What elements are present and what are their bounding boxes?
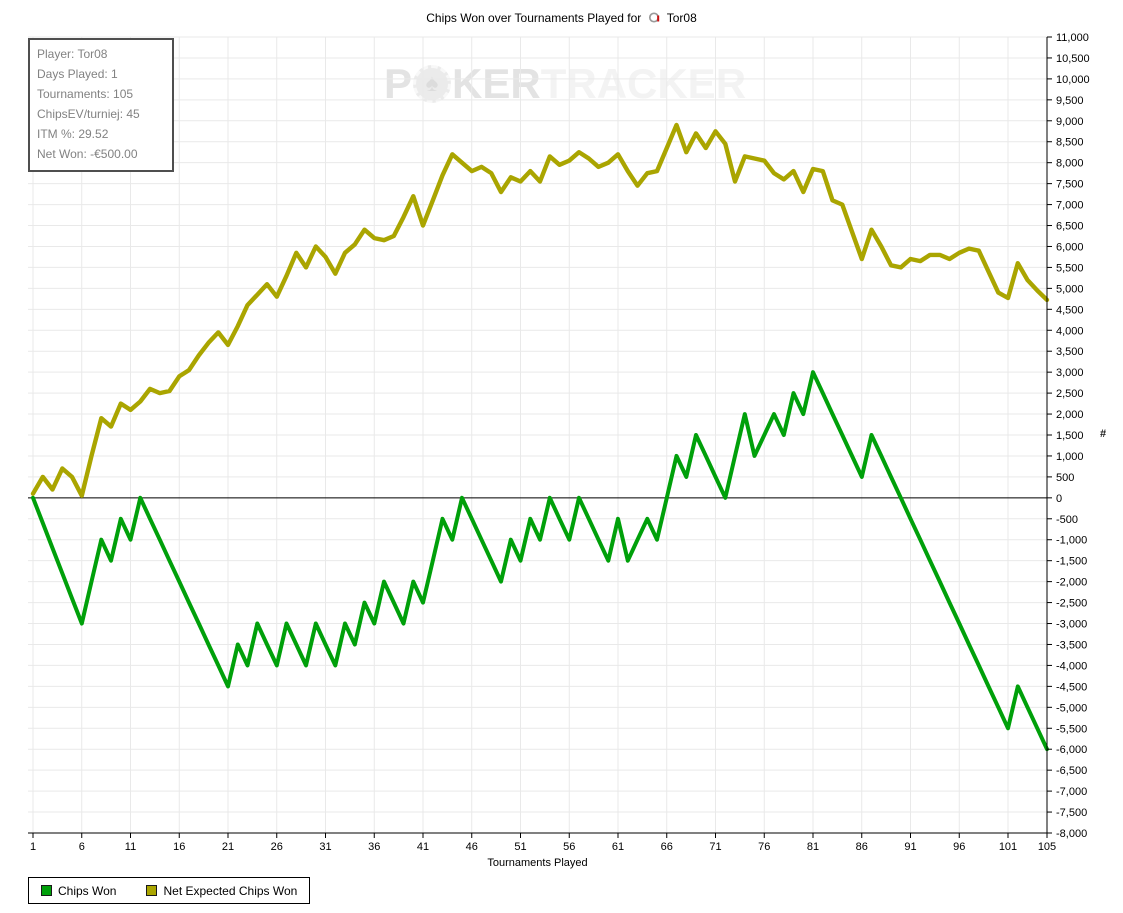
x-tick-label: 16 xyxy=(173,841,185,853)
x-axis-title: Tournaments Played xyxy=(487,857,588,869)
watermark-text-ker: KER xyxy=(452,60,541,107)
x-tick-label: 56 xyxy=(563,841,575,853)
y-tick-label: 2,500 xyxy=(1056,388,1084,400)
player-icon xyxy=(648,11,661,27)
axes: -8,000 -7,500 -7,000 -6,500 -6,000 -5,500 -5,0… xyxy=(28,32,1090,853)
y-tick-label: -5,000 xyxy=(1056,702,1087,714)
y-tick-label: 0 xyxy=(1056,493,1062,505)
x-tick-label: 1 xyxy=(30,841,36,853)
y-tick-label: 10,000 xyxy=(1056,74,1090,86)
x-tick-label: 91 xyxy=(904,841,916,853)
y-tick-label: -8,000 xyxy=(1056,828,1087,840)
y-tick-label: 3,500 xyxy=(1056,346,1084,358)
x-tick-label: 81 xyxy=(807,841,819,853)
y-tick-label: 1,500 xyxy=(1056,430,1084,442)
x-tick-label: 31 xyxy=(319,841,331,853)
y-tick-label: -4,000 xyxy=(1056,660,1087,672)
x-tick-label: 105 xyxy=(1038,841,1056,853)
series-line-chips-won xyxy=(31,370,1049,752)
y-tick-label: 9,500 xyxy=(1056,95,1084,107)
y-tick-label: 3,000 xyxy=(1056,367,1084,379)
x-tick-label: 36 xyxy=(368,841,380,853)
y-tick-label: 6,000 xyxy=(1056,241,1084,253)
x-tick-label: 26 xyxy=(271,841,283,853)
x-tick-label: 41 xyxy=(417,841,429,853)
y-tick-label: 1,000 xyxy=(1056,451,1084,463)
y-tick-label: -3,000 xyxy=(1056,619,1087,631)
y-tick-label: 7,000 xyxy=(1056,200,1084,212)
poker-chip-icon: ♠ xyxy=(413,65,452,103)
watermark-text-tracker: TRACKER xyxy=(540,60,747,107)
y-tick-label: -5,500 xyxy=(1056,723,1087,735)
y-tick-label: 5,000 xyxy=(1056,283,1084,295)
legend-item-net-expected: Net Expected Chips Won xyxy=(146,884,297,898)
x-tick-label: 51 xyxy=(514,841,526,853)
y-tick-label: 5,500 xyxy=(1056,262,1084,274)
stat-chips-ev: ChipsEV/turniej: 45 xyxy=(37,107,140,121)
x-tick-label: 86 xyxy=(856,841,868,853)
x-tick-label: 66 xyxy=(661,841,673,853)
y-tick-label: 8,500 xyxy=(1056,137,1084,149)
stat-net-won: Net Won: -€500.00 xyxy=(37,147,138,161)
x-tick-label: 6 xyxy=(79,841,85,853)
y-tick-label: -7,500 xyxy=(1056,807,1087,819)
y-tick-label: 7,500 xyxy=(1056,179,1084,191)
spade-icon: ♠ xyxy=(425,70,439,97)
y-tick-label: 6,500 xyxy=(1056,221,1084,233)
grid-lines xyxy=(28,36,1047,833)
chart-title: Chips Won over Tournaments Played for To… xyxy=(0,11,1123,27)
x-tick-label: 76 xyxy=(758,841,770,853)
y-tick-label: -1,000 xyxy=(1056,535,1087,547)
x-tick-label: 11 xyxy=(125,841,136,853)
y-tick-label: 2,000 xyxy=(1056,409,1084,421)
y-tick-label: -2,000 xyxy=(1056,577,1087,589)
y-tick-label: 8,000 xyxy=(1056,158,1084,170)
series-line-net-expected xyxy=(30,122,1050,498)
legend-label-net-expected: Net Expected Chips Won xyxy=(163,883,298,898)
y-tick-label: -6,500 xyxy=(1056,765,1087,777)
x-tick-label: 46 xyxy=(466,841,478,853)
y-tick-label: -6,000 xyxy=(1056,744,1087,756)
y-tick-label: -2,500 xyxy=(1056,598,1087,610)
stat-player: Player: Tor08 xyxy=(37,47,108,61)
axis-artifact-glyph: # xyxy=(1100,428,1106,440)
stat-days-played: Days Played: 1 xyxy=(37,67,118,81)
net-expected-swatch xyxy=(146,885,158,896)
y-tick-label: 4,500 xyxy=(1056,304,1084,316)
stat-tournaments: Tournaments: 105 xyxy=(37,87,134,101)
y-tick-label: -3,500 xyxy=(1056,639,1087,651)
y-tick-label: -1,500 xyxy=(1056,556,1087,568)
x-tick-label: 71 xyxy=(709,841,721,853)
y-tick-label: 500 xyxy=(1056,472,1074,484)
x-tick-label: 21 xyxy=(222,841,234,853)
x-tick-label: 61 xyxy=(612,841,624,853)
y-tick-label: 9,000 xyxy=(1056,116,1084,128)
chart-legend: Chips Won Net Expected Chips Won xyxy=(28,877,311,904)
stat-itm-percent: ITM %: 29.52 xyxy=(37,127,109,141)
y-tick-label: -500 xyxy=(1056,514,1078,526)
chips-won-swatch xyxy=(41,885,52,896)
y-tick-label: 10,500 xyxy=(1056,53,1090,65)
legend-label-chips-won: Chips Won xyxy=(58,883,117,898)
x-tick-label: 96 xyxy=(953,841,965,853)
chart-title-player: Tor08 xyxy=(666,11,697,25)
player-stats-box: Player: Tor08 Days Played: 1 Tournaments… xyxy=(28,38,174,172)
watermark-text-p: P xyxy=(384,60,413,107)
x-tick-label: 101 xyxy=(999,841,1017,853)
y-tick-label: -7,000 xyxy=(1056,786,1087,798)
y-tick-label: 11,000 xyxy=(1056,32,1089,44)
legend-item-chips-won: Chips Won xyxy=(41,884,116,898)
pokertracker-watermark: P ♠ KER TRACKER xyxy=(384,60,747,107)
y-tick-label: 4,000 xyxy=(1056,325,1084,337)
y-tick-label: -4,500 xyxy=(1056,681,1087,693)
chart-title-text: Chips Won over Tournaments Played for xyxy=(426,11,642,25)
